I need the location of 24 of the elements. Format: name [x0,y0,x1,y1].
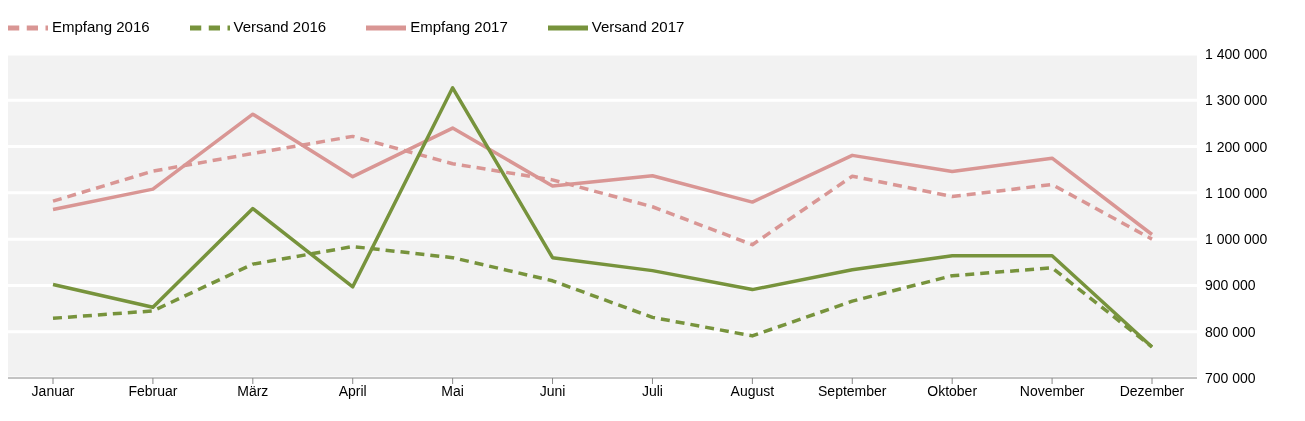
y-tick-label: 1 000 000 [1205,231,1268,248]
x-tick-label: Dezember [1119,382,1185,399]
y-tick-label: 700 000 [1205,369,1256,386]
legend-label: Versand 2017 [591,17,685,35]
x-tick-label: November [1019,382,1085,399]
legend-label: Versand 2016 [233,17,327,35]
x-tick-label: Februar [128,382,178,399]
legend-label: Empfang 2017 [410,17,508,35]
x-tick-label: September [818,382,887,399]
y-tick-label: 1 100 000 [1205,184,1268,201]
x-tick-label: Oktober [927,382,978,399]
legend-label: Empfang 2016 [52,17,150,35]
y-tick-label: 1 400 000 [1205,45,1268,62]
y-tick-label: 1 300 000 [1205,92,1268,109]
x-tick-label: August [730,382,775,399]
x-tick-label: März [237,382,269,399]
x-tick-label: Juli [641,382,663,399]
x-tick-label: Juni [539,382,566,399]
x-tick-label: Januar [31,382,75,399]
x-tick-label: Mai [441,382,464,399]
y-tick-label: 1 200 000 [1205,138,1268,155]
y-tick-label: 800 000 [1205,323,1256,340]
x-tick-label: April [338,382,367,399]
y-tick-label: 900 000 [1205,277,1256,294]
